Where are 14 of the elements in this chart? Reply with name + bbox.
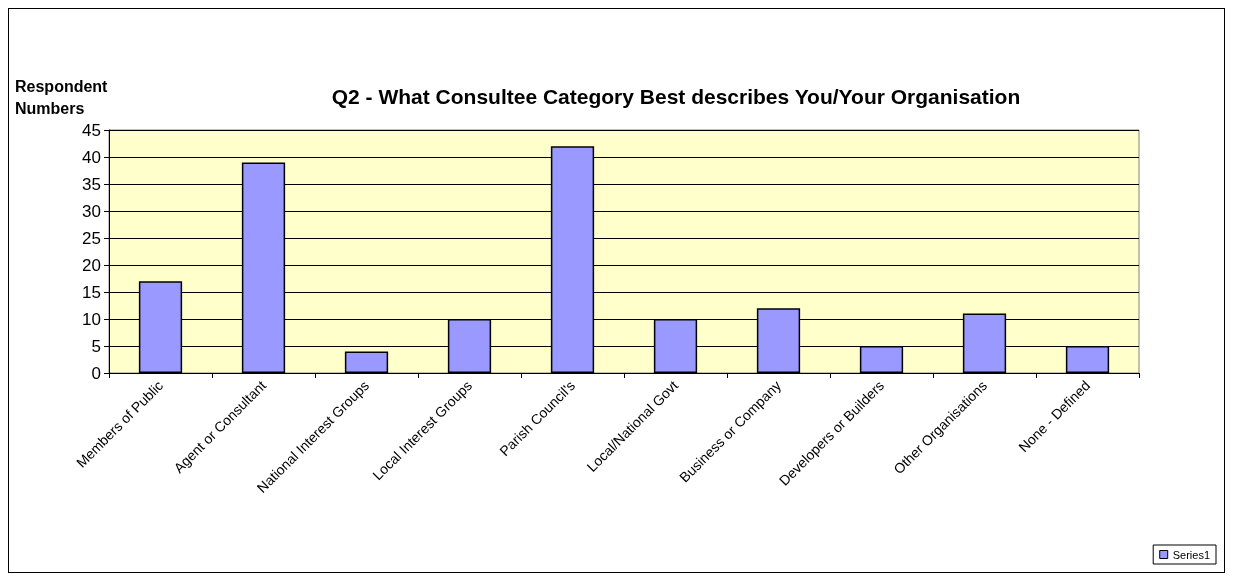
legend-label: Series1 bbox=[1172, 548, 1210, 561]
y-tick-label: 35 bbox=[82, 174, 101, 194]
y-tick-label: 40 bbox=[82, 147, 101, 167]
y-tick-label: 30 bbox=[82, 201, 101, 221]
y-tick-label: 15 bbox=[82, 282, 101, 302]
y-tick-label: 0 bbox=[91, 363, 101, 383]
y-tick-label: 45 bbox=[82, 120, 101, 140]
bar bbox=[344, 351, 389, 373]
y-tick-label: 20 bbox=[82, 255, 101, 275]
chart-title: Q2 - What Consultee Category Best describes You/Your Organisation bbox=[331, 85, 1021, 108]
y-tick-label: 25 bbox=[82, 228, 101, 248]
y-tick-label: 10 bbox=[82, 309, 101, 329]
y-tick-label: 5 bbox=[91, 336, 101, 356]
y-axis-title: Respondent Numbers bbox=[15, 77, 109, 117]
